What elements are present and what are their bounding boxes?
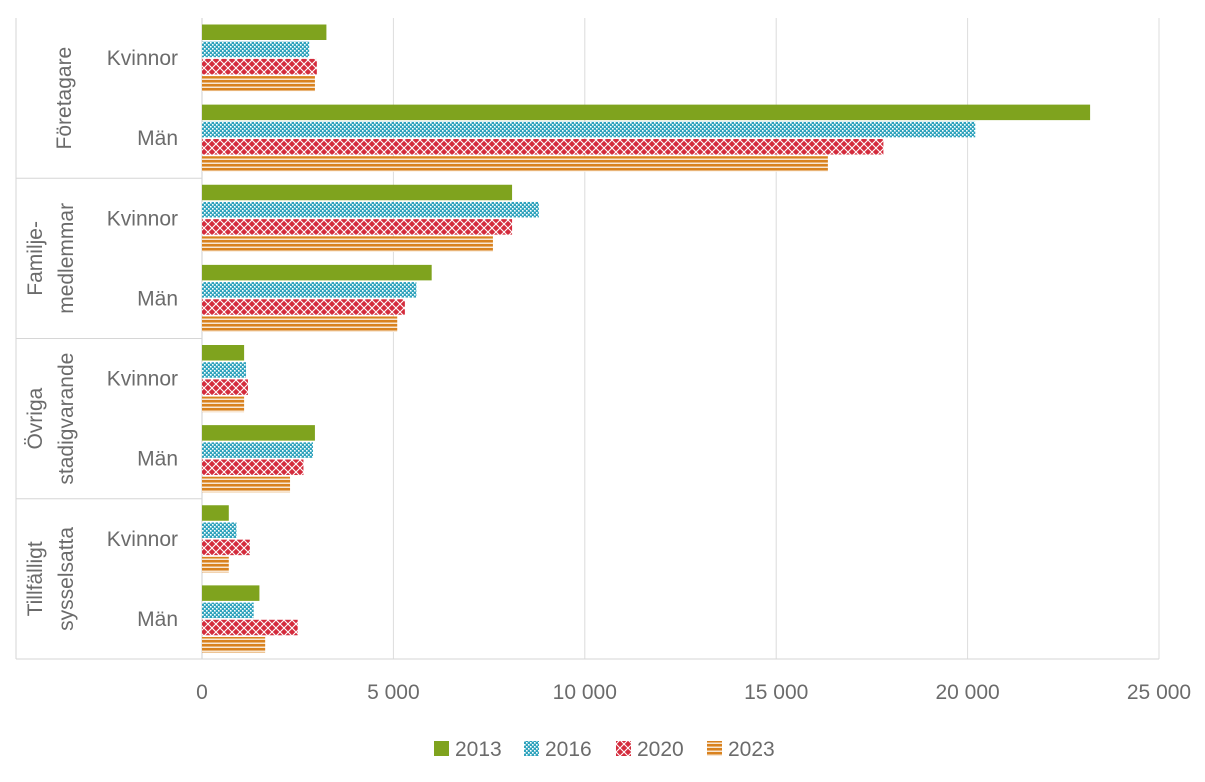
bar-2016-tillfälligt-sysselsatta-män	[202, 602, 254, 619]
x-tick-label: 25 000	[1127, 681, 1191, 704]
subcategory-label: Kvinnor	[107, 207, 178, 230]
bar-2016-familje-medlemmar-kvinnor	[202, 201, 539, 218]
legend-label-2020: 2020	[637, 738, 684, 761]
bar-2020-tillfälligt-sysselsatta-kvinnor	[202, 539, 250, 556]
bar-2020-företagare-kvinnor	[202, 58, 317, 75]
x-tick-label: 0	[196, 681, 208, 704]
subcategory-label: Män	[137, 127, 178, 150]
bar-2023-familje-medlemmar-kvinnor	[202, 236, 493, 252]
bars	[202, 24, 1091, 653]
bar-2023-övriga-stadigvarande-kvinnor	[202, 396, 245, 413]
bar-2013-tillfälligt-sysselsatta-män	[202, 585, 260, 601]
bar-2023-företagare-kvinnor	[202, 76, 315, 92]
bar-2013-företagare-män	[202, 104, 1091, 121]
bar-2016-företagare-män	[202, 121, 976, 138]
legend-swatch-2023	[707, 741, 722, 756]
bar-2013-familje-medlemmar-män	[202, 264, 432, 281]
bar-2020-familje-medlemmar-kvinnor	[202, 219, 513, 235]
bar-2023-företagare-män	[202, 156, 828, 172]
legend-swatch-2013	[434, 741, 449, 756]
group-label: Företagare	[53, 47, 76, 150]
bar-2023-övriga-stadigvarande-män	[202, 476, 291, 493]
bar-2013-övriga-stadigvarande-män	[202, 425, 315, 441]
bar-2013-tillfälligt-sysselsatta-kvinnor	[202, 505, 229, 521]
group-label: Övriga stadigvarande	[24, 353, 78, 485]
x-tick-label: 10 000	[553, 681, 617, 704]
bar-2023-tillfälligt-sysselsatta-kvinnor	[202, 556, 229, 573]
bar-2023-tillfälligt-sysselsatta-män	[202, 636, 266, 653]
legend-swatch-2016	[524, 741, 539, 756]
bar-2013-övriga-stadigvarande-kvinnor	[202, 345, 245, 361]
subcategory-label: Män	[137, 448, 178, 471]
bar-2016-övriga-stadigvarande-kvinnor	[202, 362, 247, 378]
bar-2020-övriga-stadigvarande-kvinnor	[202, 379, 248, 395]
legend-swatch-2020	[616, 741, 631, 756]
legend: 2013 2016 2020 2023	[434, 738, 775, 761]
group-label: Familje-medlemmar	[24, 203, 78, 314]
legend-label-2016: 2016	[545, 738, 592, 761]
subcategory-label: Kvinnor	[107, 47, 178, 70]
bar-2016-tillfälligt-sysselsatta-kvinnor	[202, 522, 237, 538]
x-tick-label: 5 000	[367, 681, 420, 704]
bar-2013-familje-medlemmar-kvinnor	[202, 184, 513, 201]
bar-2020-familje-medlemmar-män	[202, 299, 405, 315]
category-axis-frame	[15, 18, 1159, 660]
subcategory-label: Kvinnor	[107, 528, 178, 551]
group-label: Tillfälligt sysselsatta	[24, 527, 78, 631]
bar-2016-familje-medlemmar-män	[202, 282, 417, 298]
legend-label-2013: 2013	[455, 738, 502, 761]
subcategory-label: Män	[137, 287, 178, 310]
bar-2020-tillfälligt-sysselsatta-män	[202, 619, 298, 636]
legend-label-2023: 2023	[728, 738, 775, 761]
bar-2016-övriga-stadigvarande-män	[202, 442, 314, 458]
bar-2013-företagare-kvinnor	[202, 24, 327, 40]
subcategory-label: Män	[137, 608, 178, 631]
subcategory-label: Kvinnor	[107, 368, 178, 391]
bar-2020-företagare-män	[202, 139, 884, 155]
x-axis-tick-labels: 0 5 000 10 000 15 000 20 000 25 000	[196, 681, 1191, 704]
bar-2016-företagare-kvinnor	[202, 41, 310, 58]
x-tick-label: 20 000	[935, 681, 999, 704]
bar-2020-övriga-stadigvarande-män	[202, 459, 304, 476]
x-tick-label: 15 000	[744, 681, 808, 704]
category-labels: Kvinnor Män Företagare Kvinnor Män Familje-me…	[24, 47, 178, 631]
bar-2023-familje-medlemmar-män	[202, 316, 398, 332]
